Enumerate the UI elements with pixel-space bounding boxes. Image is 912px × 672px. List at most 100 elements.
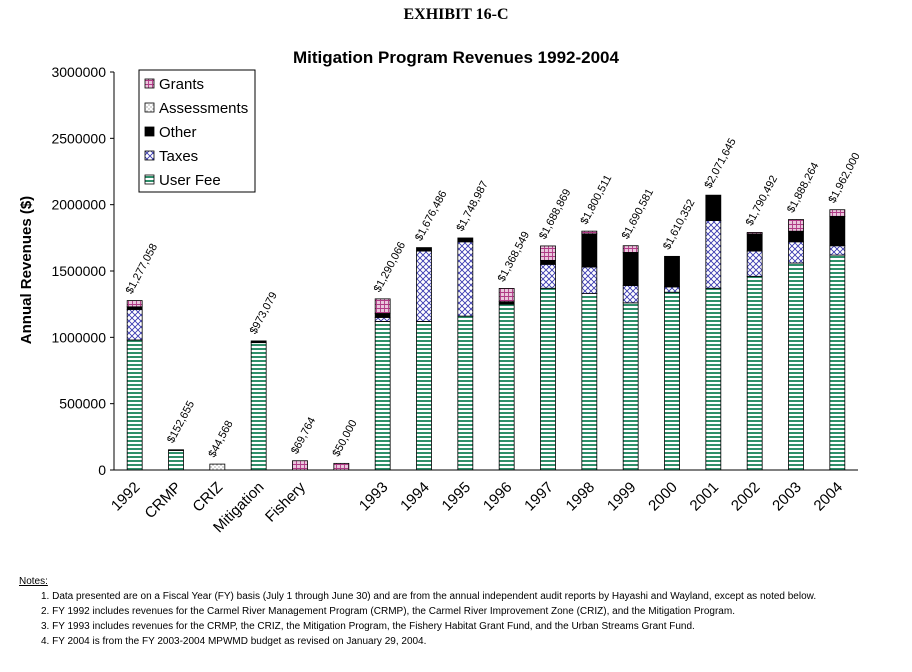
bar-segment-user-fee — [374, 321, 391, 471]
total-label: $69,764 — [289, 415, 318, 456]
legend-label: Taxes — [159, 148, 198, 165]
x-tick-label: 2004 — [811, 479, 847, 515]
note-3: 3. FY 1993 includes revenues for the CRM… — [41, 621, 695, 632]
bar-segment-user-fee — [829, 254, 846, 471]
exhibit-label: EXHIBIT 16-C — [403, 6, 509, 23]
legend-swatch-grants — [144, 78, 155, 89]
total-label: $1,676,486 — [413, 189, 449, 243]
total-label: $1,688,869 — [537, 187, 573, 241]
bar-segment-taxes — [540, 263, 556, 289]
bar-segment-taxes — [457, 241, 474, 317]
legend-swatch-assessments — [144, 102, 155, 113]
x-tick-label: 1996 — [480, 479, 516, 515]
bar-segment-taxes — [705, 220, 722, 289]
x-tick-label: 2000 — [645, 479, 681, 515]
bar-segment-other — [457, 237, 474, 243]
legend-swatch-user-fee — [144, 174, 155, 185]
x-tick-label: Fishery — [262, 478, 309, 525]
bar-segment-grants — [540, 245, 556, 261]
total-label: $1,368,549 — [496, 230, 532, 284]
note-2: 2. FY 1992 includes revenues for the Car… — [41, 606, 735, 617]
y-tick-label: 2000000 — [51, 197, 106, 213]
legend-label: User Fee — [159, 172, 221, 189]
legend-swatch-taxes — [144, 150, 155, 161]
legend-swatch-other — [144, 126, 155, 137]
bar-segment-other — [416, 247, 432, 252]
bar-segment-taxes — [374, 317, 391, 322]
total-label: $1,790,492 — [744, 174, 780, 228]
bar-segment-taxes — [788, 241, 804, 264]
bar-segment-other — [829, 215, 846, 247]
bar-segment-grants — [746, 232, 763, 235]
bar-segment-user-fee — [168, 449, 184, 471]
total-label: $1,962,000 — [826, 151, 862, 205]
bar-segment-user-fee — [746, 275, 763, 471]
bar-segment-assessments — [209, 463, 226, 471]
x-tick-label: 1998 — [563, 479, 599, 515]
bar-segment-user-fee — [705, 287, 722, 471]
bar-segment-user-fee — [788, 262, 804, 471]
bar-segment-taxes — [622, 285, 639, 304]
bar-segment-taxes — [664, 286, 680, 293]
x-tick-label: 2001 — [687, 479, 723, 515]
total-label: $50,000 — [330, 418, 359, 459]
total-label: $1,290,066 — [372, 240, 408, 294]
legend: Grants Assessments Other Taxes User Fee — [138, 69, 256, 193]
y-tick-label: 3000000 — [51, 64, 106, 80]
legend-label: Grants — [159, 76, 204, 93]
x-tick-label: 1997 — [521, 479, 557, 515]
bar-segment-user-fee — [581, 293, 598, 471]
bar-segment-other — [168, 449, 184, 451]
bar-segment-user-fee — [498, 303, 515, 471]
total-label: $1,888,264 — [785, 161, 821, 215]
x-tick-label: 1995 — [439, 479, 475, 515]
total-label: $1,610,352 — [661, 198, 697, 252]
bar-segment-user-fee — [622, 302, 639, 471]
note-4: 4. FY 2004 is from the FY 2003-2004 MPWM… — [41, 636, 427, 647]
y-tick-label: 2500000 — [51, 130, 106, 146]
chart-title: Mitigation Program Revenues 1992-2004 — [293, 48, 619, 67]
x-tick-label: 1994 — [397, 479, 433, 515]
bar-segment-grants — [333, 462, 350, 471]
bar-segment-grants — [374, 298, 391, 314]
bar-segment-grants — [292, 460, 308, 471]
y-tick-label: 1000000 — [51, 329, 106, 345]
x-tick-label: 1999 — [604, 479, 640, 515]
total-label: $2,071,645 — [702, 136, 738, 190]
bar-segment-user-fee — [664, 291, 680, 471]
legend-label: Other — [159, 124, 197, 141]
total-label: $44,568 — [206, 419, 235, 460]
y-tick-label: 0 — [98, 462, 106, 478]
bar-segment-grants — [829, 209, 846, 217]
bar-segment-taxes — [126, 309, 143, 341]
bar-segment-other — [664, 255, 680, 288]
bar-segment-taxes — [829, 245, 846, 256]
x-tick-label: 2002 — [728, 479, 764, 515]
legend-box — [138, 69, 256, 193]
x-tick-label: 2003 — [769, 479, 805, 515]
bar-segment-other — [705, 194, 722, 221]
x-tick-label: 1993 — [356, 479, 392, 515]
bar-segment-other — [540, 259, 556, 265]
bar-segment-other — [746, 233, 763, 252]
bar-segment-other — [374, 313, 391, 318]
bar-segment-grants — [622, 245, 639, 253]
notes-heading: Notes: — [19, 576, 48, 587]
bar-segment-user-fee — [250, 342, 267, 471]
bar-segment-user-fee — [126, 339, 143, 471]
bar-segment-grants — [788, 219, 804, 232]
bar-segment-grants — [498, 288, 515, 303]
bar-segment-other — [250, 340, 267, 344]
x-tick-label: 1992 — [108, 479, 144, 515]
total-label: $1,748,987 — [454, 179, 490, 233]
total-label: $152,655 — [165, 399, 197, 445]
bar-segment-grants — [126, 300, 143, 308]
bar-segment-other — [788, 230, 804, 243]
bar-segment-taxes — [746, 250, 763, 277]
legend-label: Assessments — [159, 100, 248, 117]
y-axis-label: Annual Revenues ($) — [18, 196, 35, 344]
y-tick-label: 500000 — [59, 396, 106, 412]
bar-segment-user-fee — [457, 315, 474, 471]
bar-segment-taxes — [416, 250, 432, 322]
total-label: $1,277,058 — [124, 242, 160, 296]
